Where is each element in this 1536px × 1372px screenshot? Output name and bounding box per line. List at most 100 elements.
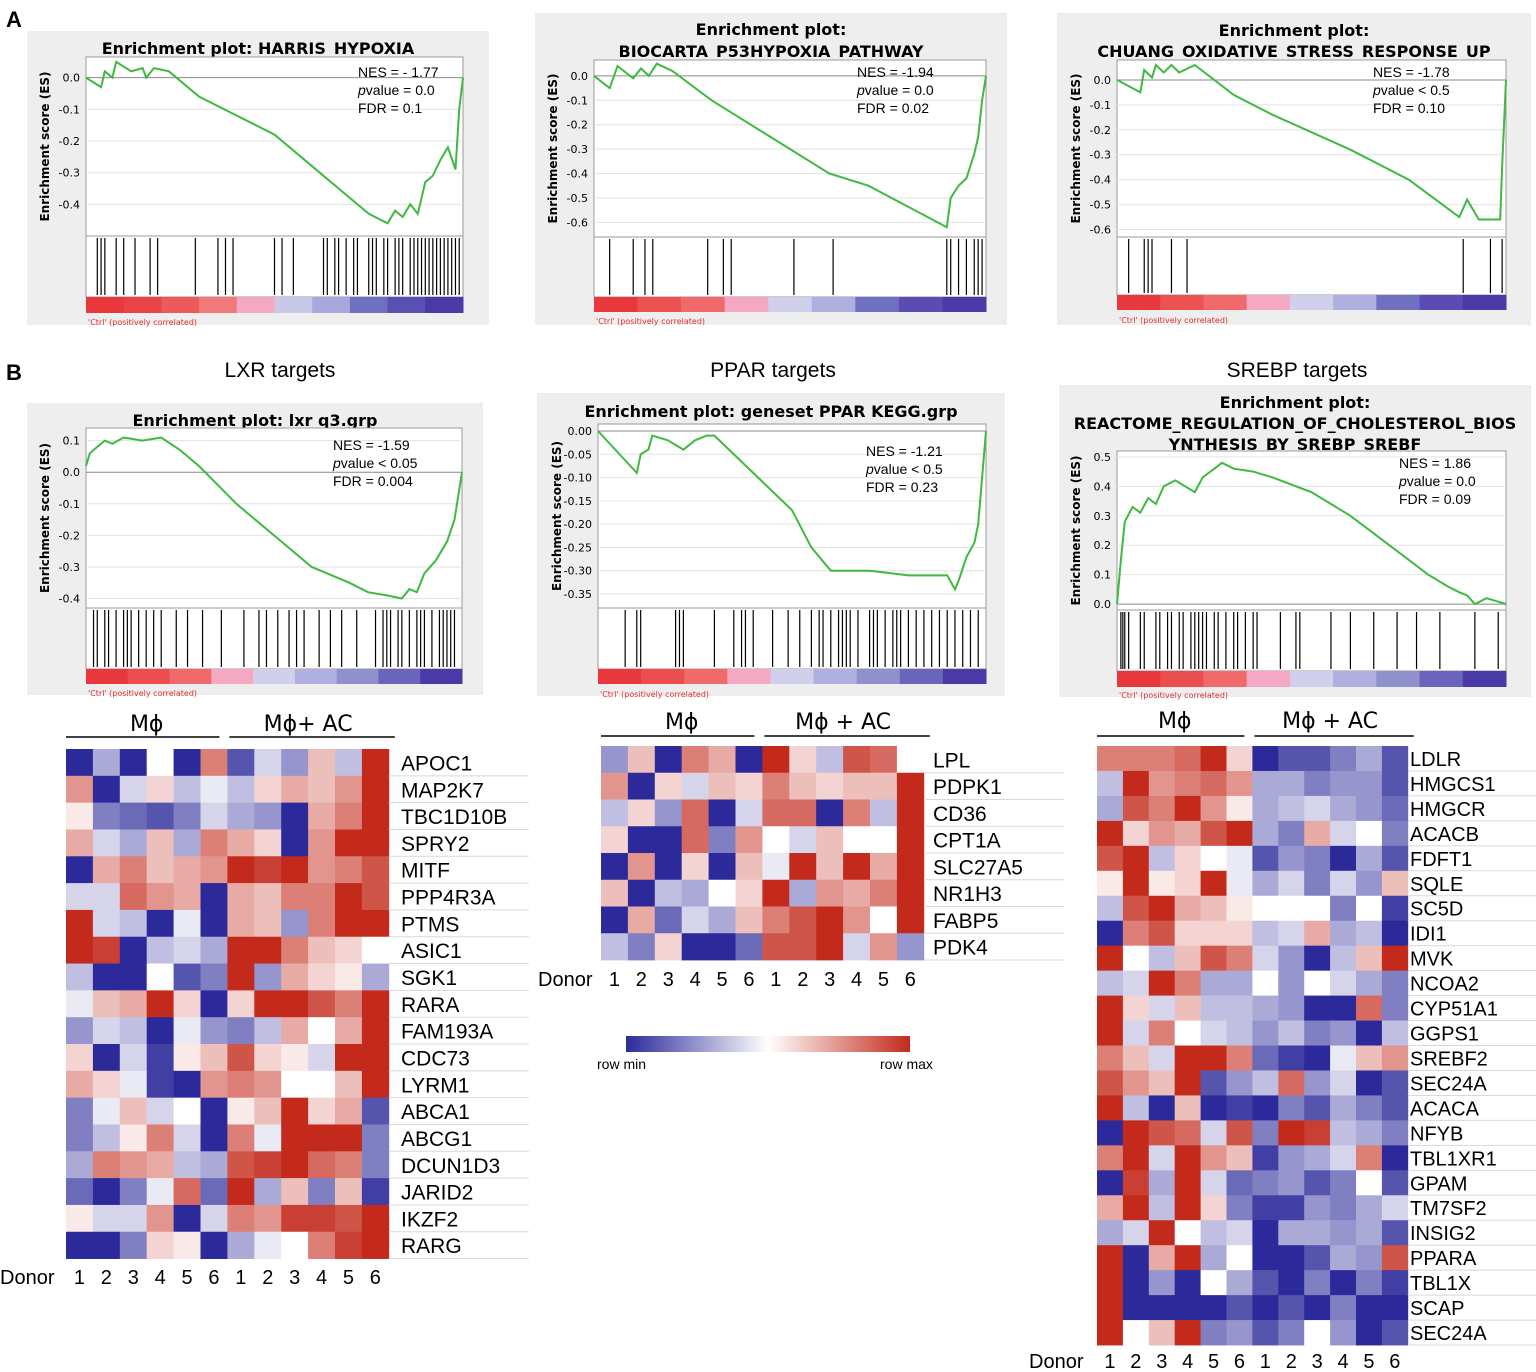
heatmap-cell	[1381, 945, 1409, 972]
heatmap-cell	[361, 1151, 390, 1179]
heatmap-cell	[1174, 1195, 1201, 1221]
rank-bar-segment	[898, 297, 943, 312]
rank-bar-segment	[855, 297, 900, 312]
heatmap-cell	[1097, 845, 1124, 872]
enrichment-plot-6: Enrichment plot: REACTOME_REGULATION_OF_C…	[1059, 385, 1531, 700]
heatmap-cell	[1148, 1320, 1176, 1346]
heatmap-cell	[1356, 795, 1383, 822]
heatmap-cell	[281, 749, 309, 777]
heatmap-cell	[119, 1070, 148, 1099]
gene-label: INSIG2	[1410, 1223, 1476, 1245]
column-label: 4	[851, 969, 862, 991]
heatmap-cell	[896, 853, 925, 881]
heatmap-cell	[601, 799, 629, 827]
heatmap-cell	[66, 1178, 94, 1206]
heatmap-cell	[1330, 1145, 1357, 1171]
heatmap-cell	[1122, 920, 1150, 947]
heatmap-cell	[335, 936, 363, 964]
heatmap-cell	[1226, 795, 1253, 822]
heatmap-cell	[1330, 895, 1357, 922]
heatmap-cell	[789, 799, 817, 827]
heatmap-cell	[335, 1097, 363, 1125]
column-label: 4	[1182, 1351, 1193, 1372]
heatmap-cell	[66, 856, 94, 884]
heatmap-cell	[281, 963, 309, 991]
heatmap-cell	[1200, 820, 1227, 847]
heatmap-cell	[1304, 1245, 1331, 1271]
heatmap-cell	[1200, 1220, 1227, 1246]
gene-label: SGK1	[401, 967, 457, 990]
heatmap-cell	[1330, 945, 1357, 972]
heatmap-cell	[1304, 746, 1331, 772]
heatmap-cell	[627, 853, 656, 881]
rank-bar-segment	[1419, 671, 1464, 687]
heatmap-cell	[1252, 1270, 1279, 1296]
heatmap-cell	[1356, 970, 1383, 996]
heatmap-cell	[1356, 1045, 1383, 1071]
heatmap-cell	[1097, 1045, 1124, 1071]
heatmap-cell	[654, 879, 683, 907]
stat-text: pvalue = 0.0	[357, 82, 435, 98]
heatmap-cell	[173, 990, 201, 1018]
heatmap-cell	[1226, 970, 1253, 996]
heatmap-cell	[254, 802, 282, 830]
heatmap-cell	[66, 829, 94, 857]
heatmap-cell	[308, 1017, 336, 1045]
heatmap-cell	[1174, 1095, 1201, 1121]
heatmap-cell	[227, 963, 255, 991]
heatmap-cell	[1226, 820, 1253, 847]
heatmap-cell	[1330, 1295, 1357, 1321]
heatmap-cell	[654, 826, 683, 854]
heatmap-cell	[1148, 945, 1176, 972]
heatmap-cell	[146, 963, 174, 991]
heatmap-cell	[361, 1017, 390, 1045]
y-tick-label: -0.20	[564, 518, 592, 531]
heatmap-cell	[1304, 770, 1331, 797]
heatmap-cell	[1304, 1320, 1331, 1346]
heatmap-cell	[1122, 820, 1150, 847]
y-tick-label: -0.2	[59, 135, 80, 148]
heatmap-cell	[1200, 1120, 1227, 1146]
heatmap-cell	[227, 775, 255, 804]
heatmap-cell	[1148, 1170, 1176, 1196]
heatmap-cell	[1304, 795, 1331, 822]
heatmap-cell	[1356, 895, 1383, 922]
heatmap-cell	[254, 1178, 282, 1206]
heatmap-cell	[146, 1044, 174, 1072]
stat-text: NES = - 1.77	[358, 64, 439, 80]
column-label: 2	[636, 969, 647, 991]
rank-bar-segment	[336, 669, 379, 684]
heatmap-cell	[1122, 746, 1150, 772]
heatmap-cell	[1252, 870, 1279, 897]
heatmap-cell	[1356, 1320, 1383, 1346]
y-tick-label: 0.0	[63, 466, 81, 479]
gene-label: SREBF2	[1410, 1048, 1488, 1070]
column-label: 4	[155, 1267, 166, 1289]
heatmap-cell	[1200, 1295, 1227, 1321]
heatmap-cell	[1304, 1120, 1331, 1146]
heatmap-cell	[119, 749, 148, 777]
heatmap-cell	[281, 775, 309, 804]
y-tick-label: -0.5	[567, 192, 588, 205]
heatmap-cell	[1381, 920, 1409, 947]
heatmap-cell	[200, 829, 228, 857]
rank-bar-segment	[641, 669, 685, 684]
heatmap-cell	[227, 749, 255, 777]
heatmap-cell	[1148, 920, 1176, 947]
heatmap-cell	[66, 963, 94, 991]
heatmap-cell	[254, 1151, 282, 1179]
rank-bar-segment	[768, 297, 813, 312]
y-tick-label: -0.30	[564, 565, 592, 578]
rank-bar-segment	[199, 297, 238, 313]
heatmap-cell	[173, 749, 201, 777]
heatmap-cell	[173, 802, 201, 830]
heatmap-cell	[200, 1231, 228, 1259]
stat-text: pvalue < 0.5	[1372, 82, 1450, 98]
y-tick-label: -0.1	[567, 94, 588, 107]
heatmap-cell	[681, 879, 709, 907]
heatmap-cell	[200, 963, 228, 991]
heatmap-cell	[92, 829, 121, 857]
heatmap-cell	[1226, 1195, 1253, 1221]
heatmap-cell	[1226, 1095, 1253, 1121]
heatmap-cell	[1148, 1095, 1176, 1121]
